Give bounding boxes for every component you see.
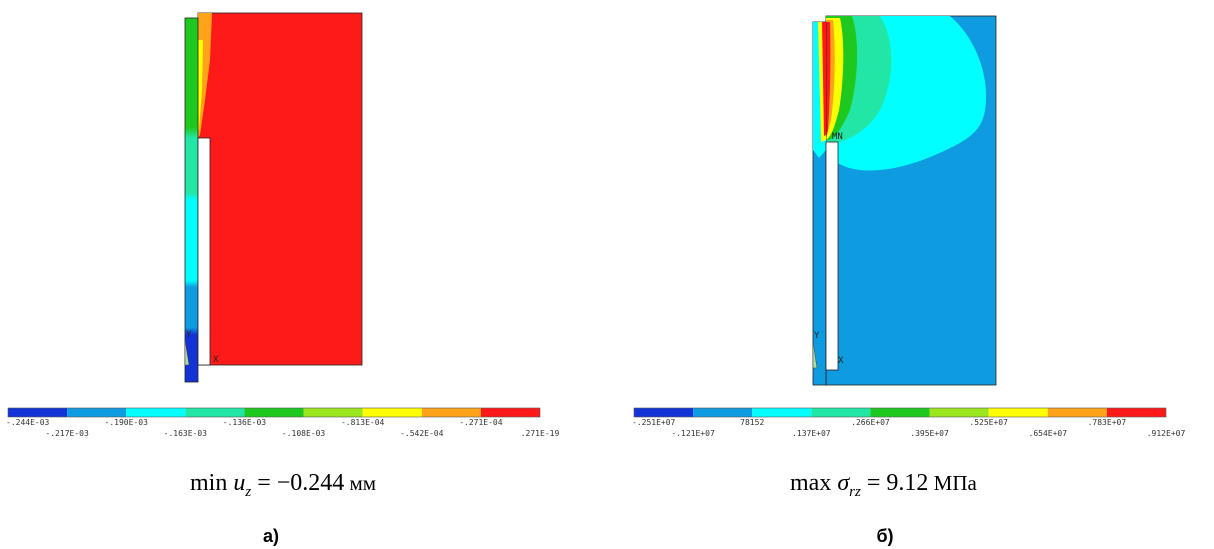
legend-swatch (362, 408, 422, 417)
axis-y-label-b: Y (814, 331, 820, 341)
legend-border (7, 407, 541, 418)
panel-a: Y X -.244E-03 -.217E-03 -.190E-03 -.163E-03… (6, 12, 559, 546)
legend-b: -.251E+07 -.121E+07 78152 .137E+07 .266E+07.… (632, 407, 1185, 438)
slot-b (825, 141, 839, 371)
legend-tick-label: -.251E+07 (632, 418, 676, 427)
axis-x-label-a: X (213, 355, 219, 365)
legend-swatch (421, 408, 481, 417)
legend-tick-label: -.542E-04 (400, 429, 444, 438)
legend-a: -.244E-03 -.217E-03 -.190E-03 -.163E-03 -.13… (6, 407, 559, 438)
legend-tick-label: -.190E-03 (105, 418, 149, 427)
legend-swatch (988, 408, 1048, 417)
legend-swatch (8, 408, 68, 417)
legend-swatch (634, 408, 694, 417)
legend-swatch (693, 408, 753, 417)
formula-a: min uz = −0.244 мм (190, 470, 376, 500)
legend-swatch (752, 408, 812, 417)
formula-b: max σrz = 9.12 МПа (790, 470, 977, 500)
legend-bar-b (633, 407, 1167, 418)
legend-tick-label: .912E+07 (1147, 429, 1186, 438)
legend-bar-a (7, 407, 541, 418)
support-icon-a (184, 339, 190, 366)
axis-x-label-b: X (838, 356, 844, 366)
caption-b: б) (876, 526, 893, 546)
legend-swatch (244, 408, 304, 417)
shaft-contour-b3 (822, 22, 826, 136)
legend-tick-label: .266E+07 (851, 418, 890, 427)
legend-tick-label: -.244E-03 (6, 418, 50, 427)
legend-tick-label: -.108E-03 (282, 429, 326, 438)
legend-tick-label: .395E+07 (910, 429, 949, 438)
contour-plot-b: MN Y X (812, 15, 997, 386)
legend-swatch (870, 408, 930, 417)
legend-swatch (929, 408, 989, 417)
legend-tick-label: .137E+07 (792, 429, 831, 438)
support-icon-b (812, 341, 818, 369)
legend-swatch (67, 408, 127, 417)
legend-border (633, 407, 1167, 418)
contour-plot-a: Y X (184, 12, 363, 383)
legend-swatch (480, 408, 540, 417)
legend-ticks-b: -.251E+07 -.121E+07 78152 .137E+07 .266E+07.… (632, 418, 1185, 438)
slot-a (197, 137, 211, 366)
legend-tick-label: .654E+07 (1029, 429, 1068, 438)
legend-tick-label: -.217E-03 (45, 429, 89, 438)
legend-swatch (1106, 408, 1166, 417)
panel-b: MN Y X -.251E+07 -.121E+07 78152 .137E+07 .2… (632, 15, 1185, 546)
body-region-a (197, 12, 363, 366)
legend-swatch (1047, 408, 1107, 417)
legend-tick-label: -.163E-03 (164, 429, 208, 438)
legend-swatch (185, 408, 245, 417)
legend-swatch (811, 408, 871, 417)
legend-swatch (303, 408, 363, 417)
legend-ticks-a: -.244E-03 -.217E-03 -.190E-03 -.163E-03 -.13… (6, 418, 559, 438)
axis-y-label-a: Y (186, 330, 192, 340)
shaft-a (184, 17, 199, 383)
caption-a: а) (263, 526, 279, 546)
legend-tick-label: .783E+07 (1088, 418, 1127, 427)
contact-zone-inner-a (198, 40, 203, 130)
legend-swatch (126, 408, 186, 417)
legend-tick-label: .271E-19 (521, 429, 560, 438)
legend-tick-label: -.813E-04 (341, 418, 385, 427)
stress-contour-6 (826, 22, 831, 138)
legend-tick-label: -.271E-04 (459, 418, 503, 427)
legend-tick-label: 78152 (740, 418, 764, 427)
legend-tick-label: -.136E-03 (223, 418, 267, 427)
mark-label-b: MN (832, 132, 843, 142)
legend-tick-label: -.121E+07 (671, 429, 715, 438)
legend-tick-label: .525E+07 (969, 418, 1008, 427)
